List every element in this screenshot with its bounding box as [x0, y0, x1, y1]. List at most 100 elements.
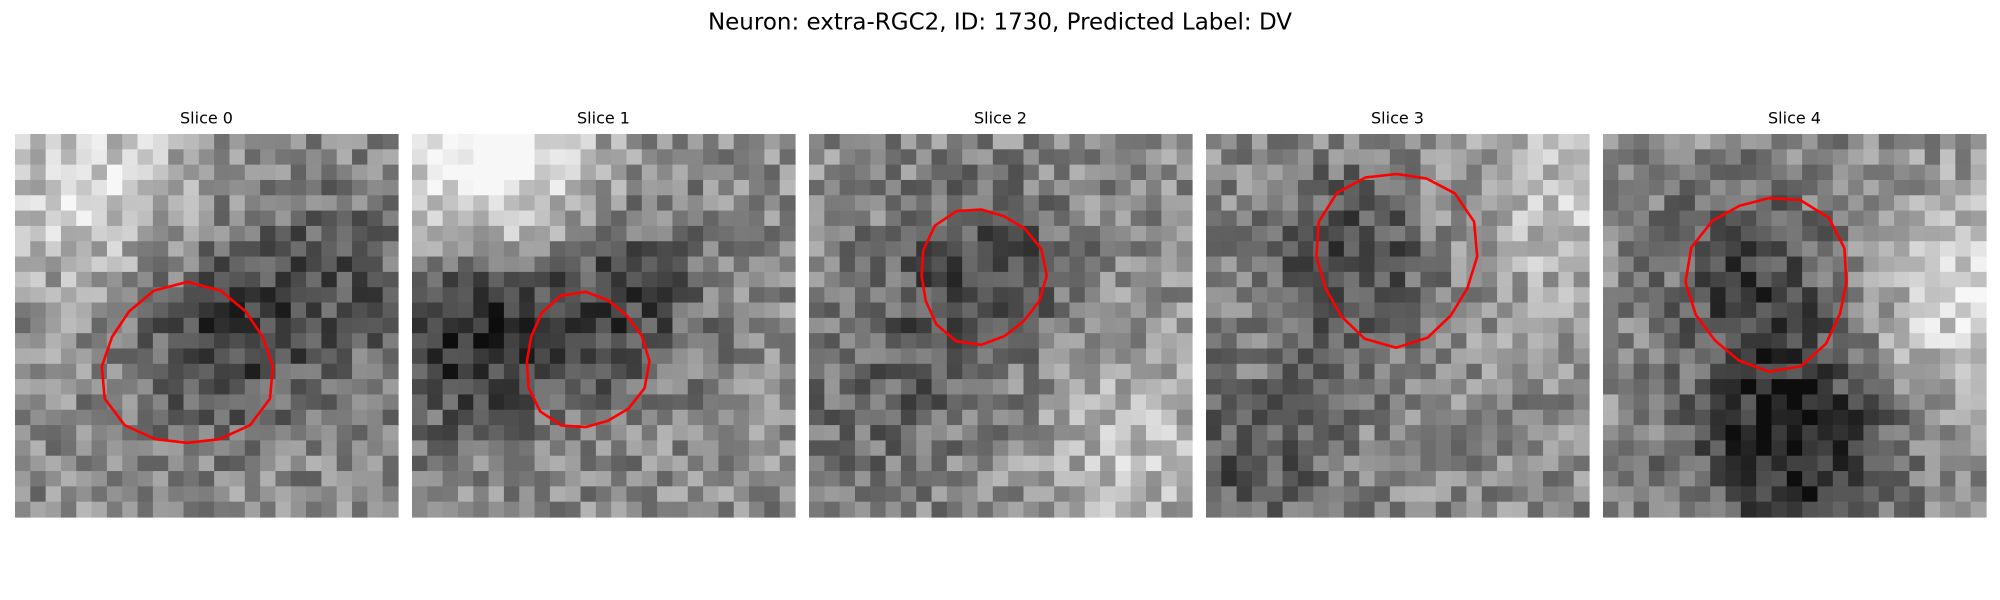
pixel	[1543, 210, 1559, 227]
pixel	[1481, 486, 1498, 503]
pixel	[1084, 256, 1101, 273]
pixel	[1343, 348, 1360, 365]
pixel	[824, 164, 841, 181]
pixel	[60, 333, 77, 350]
pixel	[534, 302, 551, 319]
pixel	[488, 287, 505, 304]
pixel	[1848, 302, 1865, 319]
pixel	[1008, 179, 1025, 196]
pixel	[427, 210, 444, 227]
pixel	[946, 455, 963, 472]
pixel	[641, 425, 658, 441]
pixel	[1206, 179, 1222, 196]
pixel	[1389, 241, 1406, 258]
pixel	[1863, 394, 1880, 411]
pixel	[749, 149, 765, 166]
pixel	[779, 164, 796, 181]
pixel	[473, 348, 490, 365]
pixel	[687, 501, 704, 518]
pixel	[367, 317, 384, 334]
pixel	[962, 256, 979, 273]
pixel	[1328, 271, 1345, 288]
pixel	[1389, 440, 1406, 457]
pixel	[1648, 287, 1665, 304]
pixel	[427, 440, 444, 457]
pixel	[931, 501, 948, 518]
pixel	[1008, 409, 1025, 426]
pixel	[718, 425, 735, 441]
pixel	[321, 394, 338, 411]
pixel	[870, 409, 887, 426]
pixel	[1558, 394, 1575, 411]
pixel	[900, 501, 917, 518]
pixel	[1832, 348, 1849, 365]
pixel	[183, 179, 200, 196]
pixel	[1069, 179, 1086, 196]
pixel	[824, 333, 841, 350]
pixel	[595, 363, 612, 380]
pixel	[1573, 256, 1590, 273]
pixel	[657, 348, 674, 365]
pixel	[1527, 287, 1544, 304]
pixel	[1664, 164, 1681, 181]
pixel	[749, 287, 765, 304]
pixel	[1282, 134, 1299, 150]
pixel	[962, 241, 979, 258]
pixel	[488, 471, 505, 487]
pixel	[672, 179, 689, 196]
pixel	[1236, 363, 1253, 380]
pixel	[672, 210, 689, 227]
pixel	[1633, 440, 1650, 457]
pixel	[1863, 256, 1880, 273]
pixel	[306, 471, 322, 487]
pixel	[321, 455, 338, 472]
pixel	[1848, 287, 1865, 304]
pixel	[946, 179, 963, 196]
pixel	[1543, 317, 1559, 334]
pixel	[91, 225, 108, 242]
pixel	[779, 471, 796, 487]
pixel	[1955, 501, 1972, 518]
pixel	[779, 455, 796, 472]
pixel	[1100, 440, 1116, 457]
pixel	[1756, 179, 1773, 196]
pixel	[1054, 394, 1071, 411]
pixel	[45, 134, 62, 150]
pixel	[1618, 287, 1635, 304]
pixel	[290, 287, 307, 304]
pixel	[1848, 333, 1865, 350]
pixel	[137, 317, 154, 334]
pixel	[1832, 379, 1849, 396]
pixel	[1389, 149, 1406, 166]
pixel	[839, 379, 856, 396]
pixel	[382, 317, 399, 334]
pixel	[1940, 486, 1956, 503]
pixel	[1924, 241, 1941, 258]
pixel	[1206, 409, 1222, 426]
pixel	[1297, 425, 1314, 441]
pixel	[412, 471, 428, 487]
pixel	[885, 195, 902, 212]
pixel	[1679, 409, 1696, 426]
pixel	[1023, 409, 1040, 426]
pixel	[1374, 348, 1391, 365]
pixel	[565, 241, 582, 258]
pixel	[703, 455, 719, 472]
pixel	[824, 471, 841, 487]
pixel	[198, 195, 215, 212]
pixel	[718, 134, 735, 150]
pixel	[931, 241, 948, 258]
pixel	[749, 440, 765, 457]
pixel	[641, 394, 658, 411]
pixel	[1878, 134, 1895, 150]
pixel	[352, 333, 368, 350]
pixel	[45, 241, 62, 258]
pixel	[1297, 363, 1314, 380]
pixel	[870, 348, 887, 365]
pixel	[1955, 348, 1972, 365]
pixel	[1420, 195, 1437, 212]
pixel	[1848, 348, 1865, 365]
pixel	[1894, 195, 1910, 212]
pixel	[60, 471, 77, 487]
pixel	[1146, 241, 1162, 258]
